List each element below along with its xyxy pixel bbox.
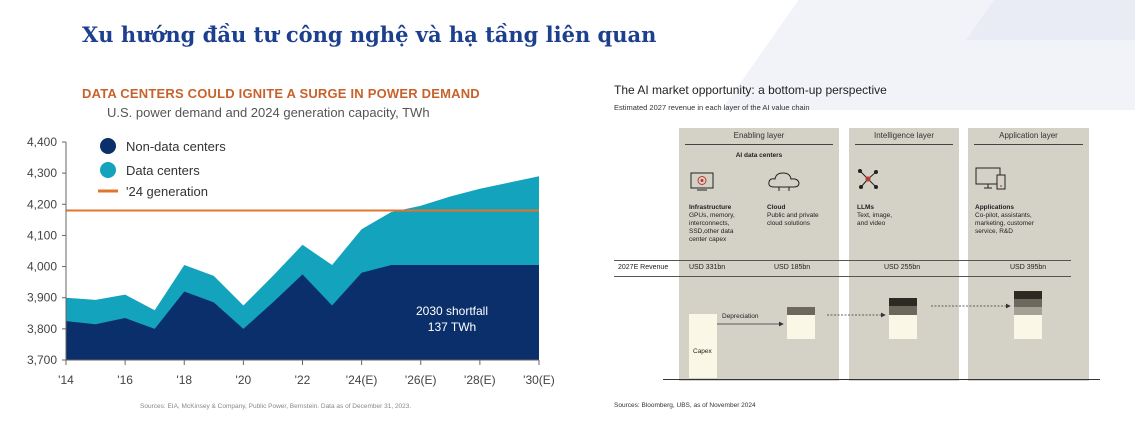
non-data-centers-area: [66, 265, 539, 360]
heading-divider: [855, 144, 953, 145]
cloud-title: Cloud: [767, 204, 786, 211]
capex-label: Capex: [693, 348, 712, 355]
x-tick-label: '24(E): [346, 373, 378, 387]
revenue-row-top-line: [614, 260, 1071, 261]
stack-segment-mid: [889, 306, 917, 315]
stack-segment-dark: [1014, 291, 1042, 299]
depreciation-label: Depreciation: [722, 313, 759, 320]
capex-block: [689, 314, 717, 378]
applications-desc-1: Co-pilot, assistants,: [975, 212, 1032, 219]
x-tick-label: '26(E): [405, 373, 437, 387]
y-tick-label: 4,200: [27, 197, 57, 211]
cloud-cell: Cloud Public and private cloud solutions: [767, 204, 819, 228]
legend-label-non-data-centers: Non-data centers: [126, 139, 226, 154]
llms-desc-1: Text, image,: [857, 212, 893, 219]
legend-swatch-data-centers: [100, 162, 116, 178]
enabling-layer-heading: Enabling layer: [733, 131, 785, 140]
infrastructure-revenue: USD 331bn: [689, 264, 726, 271]
x-tick-label: '22: [295, 373, 311, 387]
stack-segment-margin: [787, 315, 815, 339]
applications-revenue: USD 395bn: [1010, 264, 1047, 271]
llms-revenue: USD 255bn: [884, 264, 921, 271]
legend-label-generation: '24 generation: [126, 184, 208, 199]
x-tick-label: '18: [176, 373, 192, 387]
shortfall-value: 137 TWh: [428, 320, 476, 334]
heading-divider: [974, 144, 1083, 145]
y-tick-label: 4,000: [27, 260, 57, 274]
applications-desc-2: marketing, customer: [975, 220, 1034, 227]
stack-segment-mid: [1014, 299, 1042, 307]
devices-icon: [975, 167, 1006, 190]
y-tick-label: 4,400: [27, 135, 57, 149]
cloud-revenue-stack: [787, 307, 815, 339]
revenue-row-label: 2027E Revenue: [618, 264, 669, 271]
x-tick-label: '28(E): [464, 373, 496, 387]
x-tick-label: '14: [58, 373, 74, 387]
infrastructure-title: Infrastructure: [689, 204, 732, 211]
x-tick-label: '20: [236, 373, 252, 387]
shortfall-annotation: 2030 shortfall: [416, 304, 488, 318]
llms-desc-2: and video: [857, 220, 886, 227]
diagram-baseline: [663, 379, 1100, 380]
infrastructure-desc-1: GPUs, memory,: [689, 212, 735, 219]
heading-divider: [685, 144, 833, 145]
legend-swatch-non-data-centers: [100, 138, 116, 154]
infrastructure-desc-3: SSD,other data: [689, 228, 734, 235]
llms-title: LLMs: [857, 204, 874, 211]
y-tick-label: 3,700: [27, 353, 57, 367]
cloud-revenue: USD 185bn: [774, 264, 811, 271]
stack-segment-dark: [889, 298, 917, 306]
infrastructure-cell: Infrastructure GPUs, memory, interconnec…: [689, 204, 735, 244]
applications-cell: Applications Co-pilot, assistants, marke…: [975, 204, 1034, 236]
cloud-desc-2: cloud solutions: [767, 220, 810, 227]
y-tick-label: 3,900: [27, 291, 57, 305]
right-panel-subtitle: Estimated 2027 revenue in each layer of …: [614, 103, 810, 112]
application-layer-heading: Application layer: [999, 131, 1058, 140]
x-tick-label: '16: [117, 373, 133, 387]
left-chart-source: Sources: EIA, McKinsey & Company, Public…: [140, 403, 412, 410]
stack-segment-depreciation: [787, 307, 815, 315]
y-tick-label: 4,100: [27, 228, 57, 242]
applications-title: Applications: [975, 204, 1015, 211]
infrastructure-desc-4: center capex: [689, 236, 727, 243]
applications-desc-3: service, R&D: [975, 228, 1013, 235]
y-tick-label: 4,300: [27, 166, 57, 180]
right-panel-title: The AI market opportunity: a bottom-up p…: [614, 83, 887, 97]
revenue-row-bottom-line: [614, 276, 1071, 277]
stack-segment-light: [1014, 315, 1042, 339]
ai-data-centers-heading: AI data centers: [735, 152, 783, 159]
legend-label-data-centers: Data centers: [126, 163, 200, 178]
chip-icon: [690, 172, 714, 191]
x-tick-label: '30(E): [523, 373, 555, 387]
chart-subtitle: U.S. power demand and 2024 generation ca…: [107, 105, 430, 120]
stack-segment-light: [889, 315, 917, 339]
chart-title: DATA CENTERS COULD IGNITE A SURGE IN POW…: [82, 86, 480, 101]
cloud-icon: [768, 172, 800, 191]
stack-segment-light-mid: [1014, 307, 1042, 315]
right-panel-source: Sources: Bloomberg, UBS, as of November …: [614, 402, 756, 409]
cloud-desc-1: Public and private: [767, 212, 819, 219]
page-title: Xu hướng đầu tư công nghệ và hạ tầng liê…: [82, 22, 657, 47]
intelligence-layer-heading: Intelligence layer: [873, 131, 935, 140]
y-tick-label: 3,800: [27, 322, 57, 336]
llms-cell: LLMs Text, image, and video: [857, 204, 892, 228]
applications-revenue-stack: [1014, 291, 1042, 339]
llm-revenue-stack: [889, 298, 917, 339]
infrastructure-desc-2: interconnects,: [689, 220, 730, 227]
chart-legend: Non-data centers Data centers '24 genera…: [98, 138, 226, 199]
network-icon: [858, 169, 878, 189]
